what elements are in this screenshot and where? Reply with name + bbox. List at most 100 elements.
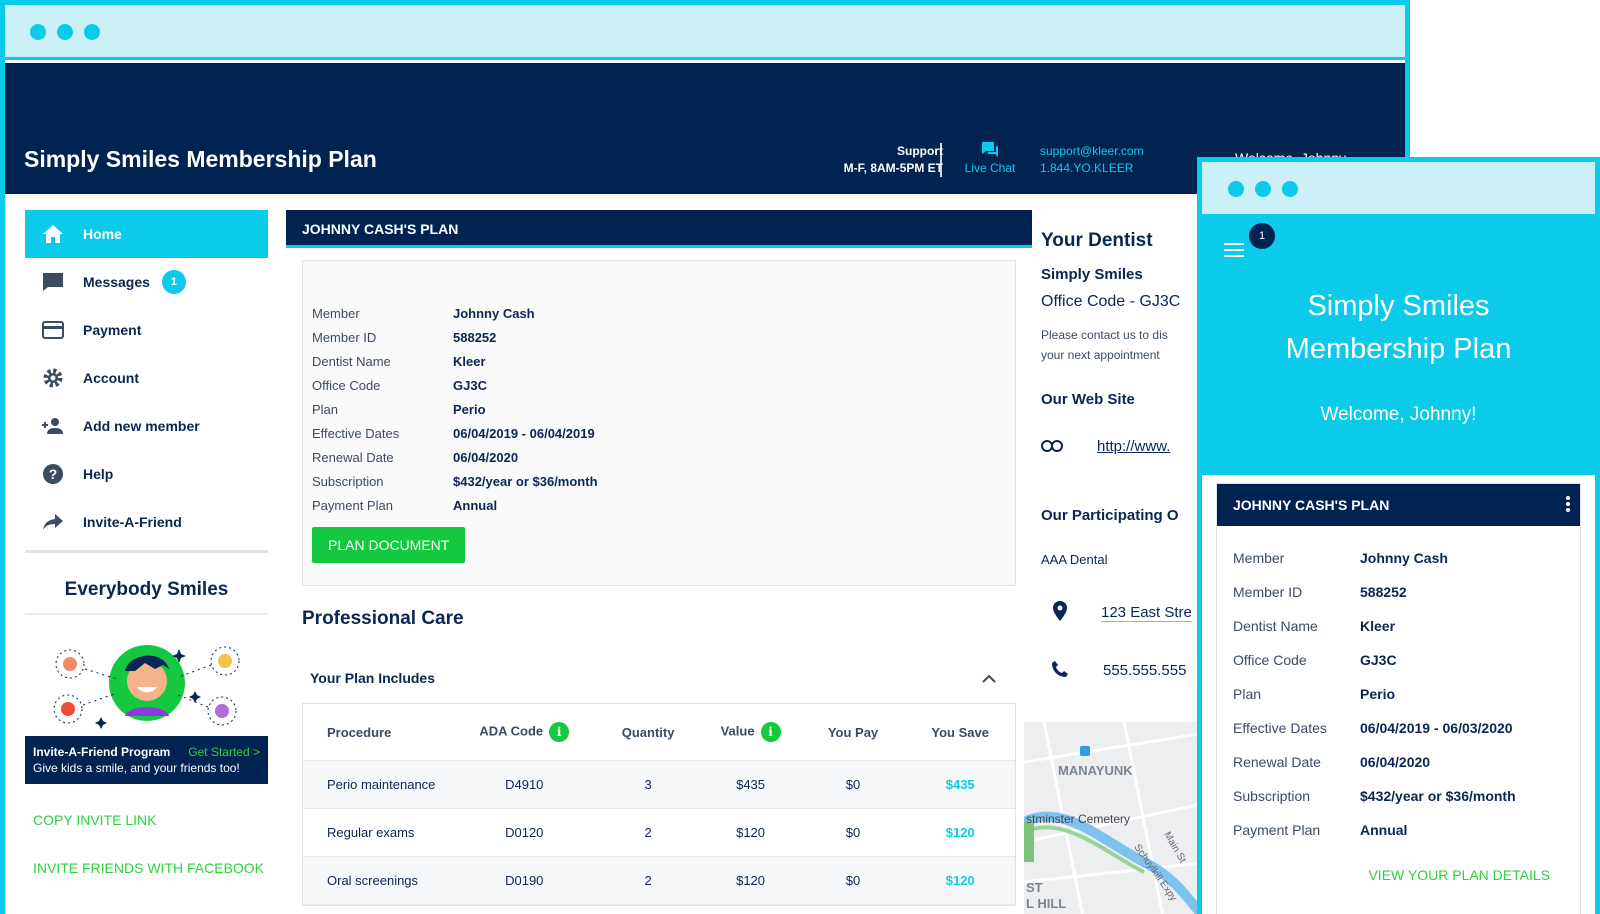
- view-plan-details-link[interactable]: VIEW YOUR PLAN DETAILS: [1368, 867, 1550, 883]
- field-value: Annual: [453, 497, 498, 513]
- info-icon[interactable]: i: [549, 722, 570, 742]
- field-label: Member ID: [1233, 584, 1303, 600]
- location-pin-icon: [1053, 601, 1067, 624]
- field-label: Subscription: [1233, 788, 1311, 804]
- invite-program-banner[interactable]: Invite-A-Friend Program Give kids a smil…: [25, 736, 268, 784]
- mobile-plan-title: JOHNNY CASH'S PLAN: [1233, 497, 1390, 513]
- field-value: GJ3C: [453, 377, 487, 393]
- participating-office-name: AAA Dental: [1041, 552, 1108, 567]
- sidebar-item-payment[interactable]: Payment: [25, 306, 268, 354]
- sidebar-item-account[interactable]: Account: [25, 354, 268, 402]
- share-arrow-icon: [41, 510, 65, 534]
- field-label: Member: [1233, 550, 1285, 566]
- you-save-cell: $120: [945, 873, 975, 888]
- plan-row: Office Code GJ3C: [312, 373, 1006, 397]
- plan-row: Subscription $432/year or $36/month: [1217, 779, 1580, 813]
- notification-badge: 1: [1249, 223, 1275, 249]
- invite-facebook-link[interactable]: INVITE FRIENDS WITH FACEBOOK: [33, 860, 265, 876]
- plan-includes-toggle[interactable]: Your Plan Includes: [310, 670, 1016, 686]
- dentist-note: Please contact us to dis your next appoi…: [1041, 328, 1168, 362]
- support-phone-link[interactable]: 1.844.YO.KLEER: [1040, 161, 1134, 175]
- plan-row: Payment Plan Annual: [1217, 813, 1580, 847]
- invite-program-title: Invite-A-Friend Program: [33, 745, 171, 759]
- column-header: Quantity: [621, 724, 675, 740]
- website-link[interactable]: http://www.: [1097, 438, 1171, 455]
- plan-row: Renewal Date 06/04/2020: [1217, 745, 1580, 779]
- add-person-icon: [41, 414, 65, 438]
- info-icon[interactable]: i: [760, 722, 781, 742]
- plan-details: Member Johnny Cash Member ID 588252 Dentis…: [302, 260, 1016, 586]
- app-header: Simply Smiles Membership Plan Support M-…: [5, 63, 1405, 194]
- mobile-title-line: Membership Plan: [1285, 333, 1512, 365]
- field-label: Effective Dates: [1233, 720, 1327, 736]
- column-header-label: Value: [720, 723, 755, 739]
- sidebar-item-invite[interactable]: Invite-A-Friend: [25, 498, 268, 546]
- plan-row: Dentist Name Kleer: [1217, 609, 1580, 643]
- app-title: Simply Smiles Membership Plan: [24, 146, 377, 172]
- map-label: stminster Cemetery: [1026, 812, 1130, 826]
- procedure-cell: Regular exams: [327, 825, 415, 840]
- field-value: Kleer: [453, 353, 486, 369]
- field-label: Dentist Name: [1233, 618, 1318, 634]
- sidebar-item-messages[interactable]: Messages 1: [25, 258, 268, 306]
- you-pay-cell: $0: [845, 777, 861, 792]
- table-row: Oral screenings D0190 2 $120 $0 $120: [303, 857, 1015, 905]
- field-label: Member ID: [312, 329, 377, 345]
- get-started-link[interactable]: Get Started >: [188, 745, 260, 759]
- mobile-title-line: Simply Smiles: [1307, 290, 1490, 322]
- window-chrome: [5, 5, 1405, 60]
- message-count-badge: 1: [161, 270, 186, 294]
- dentist-heading: Your Dentist: [1041, 230, 1153, 251]
- field-value: 06/04/2019 - 06/04/2019: [453, 425, 595, 441]
- column-header-value: Value i: [701, 722, 801, 742]
- credit-card-icon: [41, 318, 65, 342]
- plan-row: Payment Plan Annual: [312, 493, 1006, 517]
- plan-card-title: JOHNNY CASH'S PLAN: [286, 210, 1032, 248]
- sidebar-item-help[interactable]: ? Help: [25, 450, 268, 498]
- address-link[interactable]: 123 East Stre: [1101, 603, 1192, 622]
- support-hours: M-F, 8AM-5PM ET: [843, 161, 943, 175]
- support-email-link[interactable]: support@kleer.com: [1040, 144, 1144, 158]
- sidebar-item-label: Account: [83, 370, 139, 386]
- field-value: Perio: [453, 401, 486, 417]
- mobile-welcome: Welcome, Johnny!: [1320, 404, 1477, 425]
- plan-document-button[interactable]: PLAN DOCUMENT: [312, 527, 466, 563]
- sidebar-item-label: Invite-A-Friend: [83, 514, 182, 530]
- chevron-up-icon: [982, 670, 996, 686]
- sidebar-item-home[interactable]: Home: [25, 210, 268, 258]
- window-dot[interactable]: [30, 24, 46, 40]
- live-chat-button[interactable]: Live Chat: [960, 141, 1020, 175]
- field-label: Dentist Name: [312, 353, 391, 369]
- column-header: Procedure: [327, 724, 392, 740]
- field-value: 06/04/2020: [1360, 754, 1431, 770]
- field-label: Office Code: [1233, 652, 1307, 668]
- invite-program-subtitle: Give kids a smile, and your friends too!: [33, 761, 240, 775]
- location-map[interactable]: MANAYUNK stminster Cemetery Main St Schu…: [1024, 722, 1211, 914]
- quantity-cell: 2: [644, 825, 652, 840]
- field-label: Plan: [1233, 686, 1262, 702]
- window-dot[interactable]: [1228, 181, 1244, 197]
- window-dot[interactable]: [1255, 181, 1271, 197]
- window-dot[interactable]: [84, 24, 100, 40]
- window-dot[interactable]: [57, 24, 73, 40]
- procedure-cell: Perio maintenance: [327, 777, 436, 792]
- field-value: 06/04/2019 - 06/03/2020: [1360, 720, 1513, 736]
- more-vertical-icon[interactable]: [1566, 496, 1570, 515]
- plan-row: Effective Dates 06/04/2019 - 06/03/2020: [1217, 711, 1580, 745]
- sidebar-item-label: Messages: [83, 274, 150, 290]
- sidebar-item-add-member[interactable]: Add new member: [25, 402, 268, 450]
- sidebar-item-label: Add new member: [83, 418, 200, 434]
- procedure-cell: Oral screenings: [327, 873, 419, 888]
- plan-row: Renewal Date 06/04/2020: [312, 445, 1006, 469]
- hamburger-menu-icon[interactable]: [1224, 243, 1244, 262]
- window-dot[interactable]: [1282, 181, 1298, 197]
- field-label: Subscription: [312, 473, 384, 489]
- copy-invite-link[interactable]: COPY INVITE LINK: [33, 812, 157, 828]
- plan-row: Office Code GJ3C: [1217, 643, 1580, 677]
- procedures-table: Procedure ADA Code i Quantity Value i You …: [302, 703, 1016, 906]
- phone-link[interactable]: 555.555.555: [1103, 662, 1187, 679]
- table-row: Regular exams D0120 2 $120 $0 $120: [303, 809, 1015, 857]
- section-title: Professional Care: [302, 608, 464, 629]
- promo-title: Everybody Smiles: [64, 579, 229, 600]
- dentist-name: Simply Smiles: [1041, 266, 1143, 283]
